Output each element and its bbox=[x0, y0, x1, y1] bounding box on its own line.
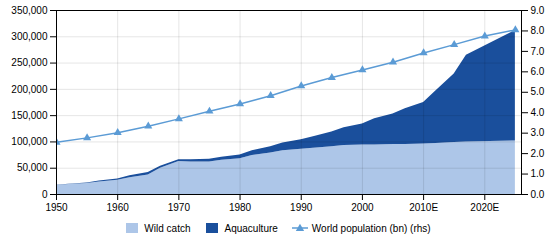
svg-text:1980: 1980 bbox=[229, 202, 252, 213]
svg-text:8.0: 8.0 bbox=[531, 25, 545, 36]
svg-text:300,000: 300,000 bbox=[11, 31, 48, 42]
svg-text:200,000: 200,000 bbox=[11, 84, 48, 95]
svg-text:250,000: 250,000 bbox=[11, 57, 48, 68]
svg-text:6.0: 6.0 bbox=[531, 66, 545, 77]
svg-text:0: 0 bbox=[42, 189, 48, 200]
svg-text:0.0: 0.0 bbox=[531, 189, 545, 200]
html-text:World population (bn) (rhs): World population (bn) (rhs) bbox=[311, 222, 431, 234]
html-text:Wild catch: Wild catch bbox=[144, 222, 191, 234]
svg-text:2.0: 2.0 bbox=[531, 148, 545, 159]
svg-text:1960: 1960 bbox=[107, 202, 130, 213]
svg-text:1.0: 1.0 bbox=[531, 168, 545, 179]
svg-text:2010E: 2010E bbox=[409, 202, 438, 213]
svg-text:1950: 1950 bbox=[45, 202, 68, 213]
svg-text:150,000: 150,000 bbox=[11, 110, 48, 121]
svg-text:2020E: 2020E bbox=[470, 202, 499, 213]
svg-text:2000: 2000 bbox=[351, 202, 374, 213]
svg-text:100,000: 100,000 bbox=[11, 136, 48, 147]
html-text:Aquaculture: Aquaculture bbox=[224, 222, 278, 234]
svg-text:9.0: 9.0 bbox=[531, 5, 545, 16]
svg-text:1970: 1970 bbox=[168, 202, 191, 213]
svg-text:350,000: 350,000 bbox=[11, 5, 48, 16]
svg-text:5.0: 5.0 bbox=[531, 86, 545, 97]
svg-text:4.0: 4.0 bbox=[531, 107, 545, 118]
svg-text:7.0: 7.0 bbox=[531, 46, 545, 57]
svg-text:1990: 1990 bbox=[290, 202, 313, 213]
svg-text:50,000: 50,000 bbox=[17, 162, 48, 173]
svg-text:3.0: 3.0 bbox=[531, 127, 545, 138]
